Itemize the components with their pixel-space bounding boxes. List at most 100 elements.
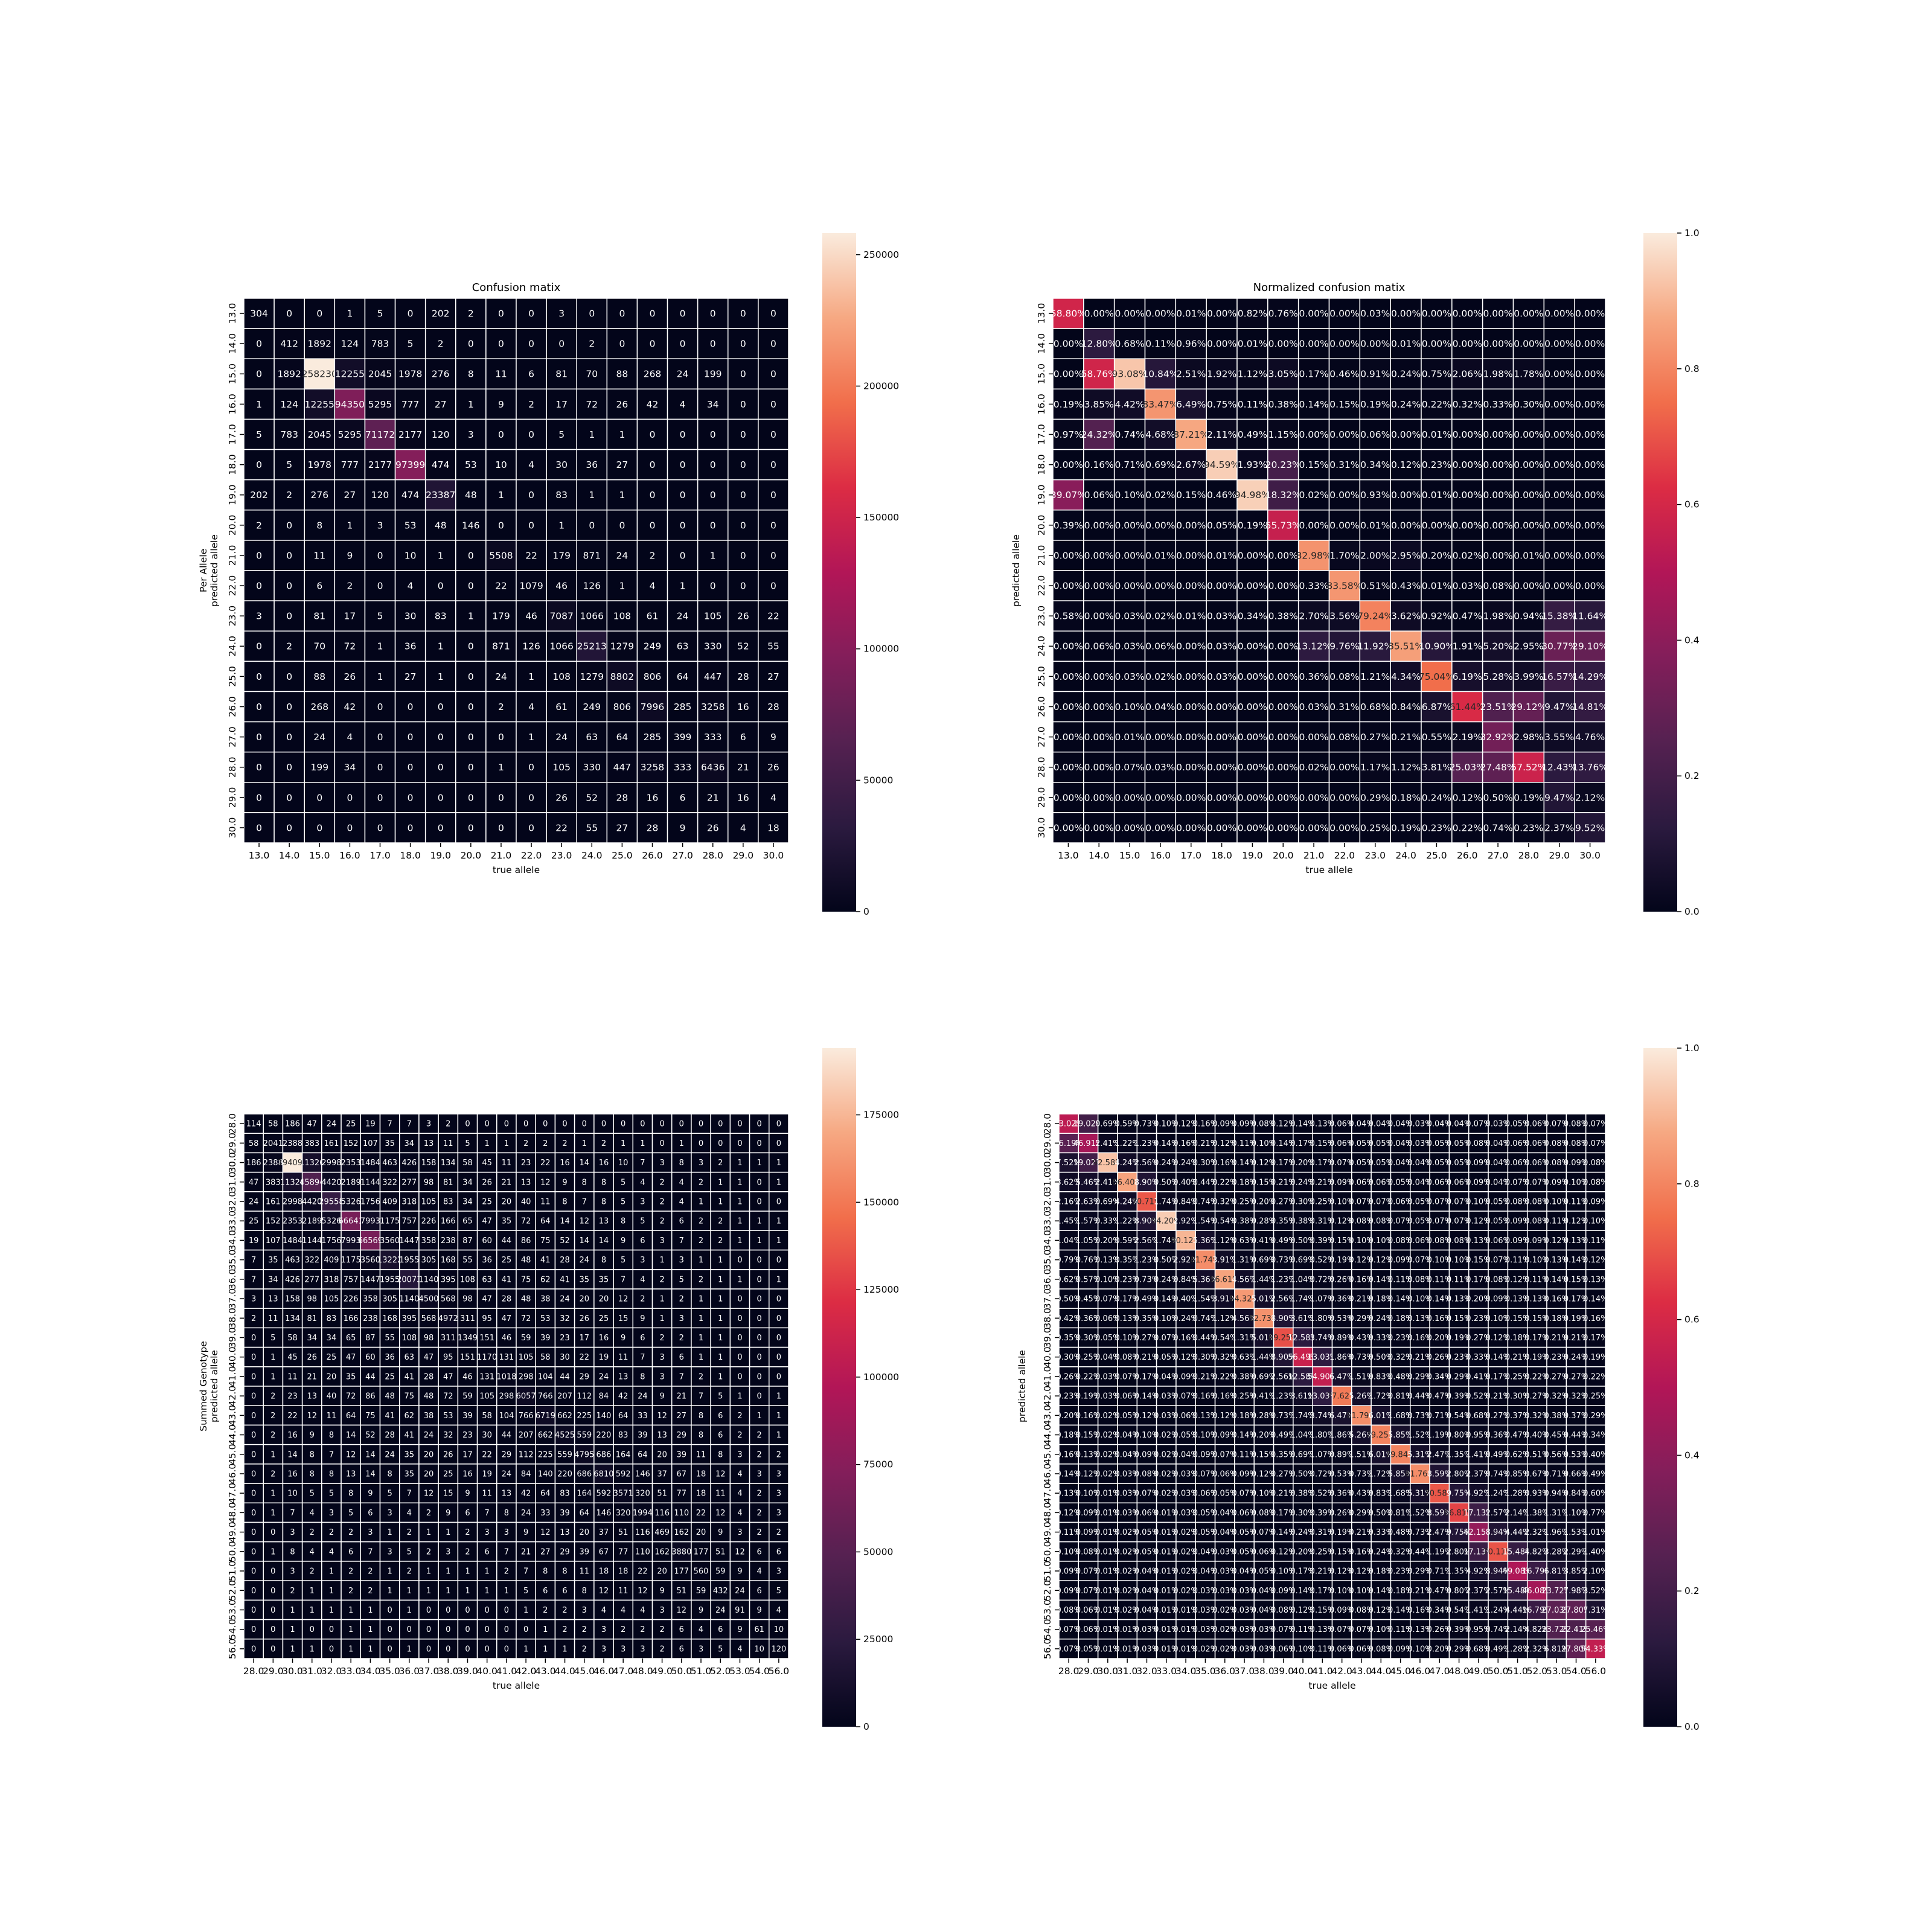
cell-label: 226 — [344, 1295, 359, 1304]
cell-label: 0 — [256, 762, 262, 773]
cell-label: 1 — [310, 1606, 315, 1615]
cell-label: 27 — [767, 671, 779, 682]
cell-label: 560 — [694, 1567, 709, 1576]
cell-label: 0 — [377, 550, 383, 561]
cell-label: 0.20% — [1422, 550, 1451, 561]
cell-label: 0 — [680, 490, 686, 501]
cell-label: 0 — [757, 1178, 762, 1187]
cell-label: 2 — [757, 1528, 762, 1537]
cell-label: 20073 — [397, 1275, 421, 1284]
cell-label: 0.40% — [1583, 1450, 1608, 1459]
cell-label: 1 — [270, 1509, 275, 1518]
cell-label: 0.25% — [1360, 822, 1390, 833]
cell-label: 0 — [619, 520, 625, 531]
colorbar-tick-label: 0.4 — [1684, 635, 1700, 645]
cell-label: 4.76% — [1575, 732, 1605, 743]
cell-label: 2 — [468, 308, 474, 319]
heatmap-cell — [364, 661, 396, 693]
cell-label: 14 — [365, 1470, 376, 1479]
cell-label: 52 — [365, 1431, 376, 1440]
cell-label: 0 — [251, 1645, 256, 1654]
cell-label: 1140 — [399, 1295, 419, 1304]
cell-label: 0.00% — [1176, 792, 1206, 803]
cell-label: 0 — [650, 308, 656, 319]
cell-label: 98 — [424, 1334, 434, 1343]
cell-label: 0 — [446, 1625, 450, 1634]
cell-label: 0.00% — [1145, 520, 1175, 531]
cell-label: 0.03% — [1299, 702, 1328, 712]
cell-label: 1484 — [283, 1236, 302, 1246]
cell-label: 0 — [485, 1606, 490, 1615]
cell-label: 1 — [446, 1567, 450, 1576]
cell-label: 2 — [368, 1567, 373, 1576]
cell-label: 1 — [438, 550, 444, 561]
cell-label: 34 — [344, 762, 356, 773]
cell-label: 1 — [776, 1275, 781, 1284]
x-tick-label: 15.0 — [309, 850, 330, 861]
y-tick-label: 43.0 — [1042, 1405, 1053, 1426]
x-tick-label: 28.0 — [1058, 1666, 1080, 1677]
cell-label: 2 — [757, 1509, 762, 1518]
cell-label: 120 — [771, 1645, 786, 1654]
heatmap-cell — [364, 388, 396, 420]
heatmap-cell — [455, 479, 487, 511]
cell-label: 0 — [408, 732, 414, 743]
cell-label: 0 — [251, 1509, 256, 1518]
cell-label: 432 — [713, 1587, 728, 1596]
cell-label: 164 — [577, 1489, 592, 1499]
y-tick-label: 20.0 — [227, 515, 238, 536]
cell-label: 3560 — [380, 1236, 400, 1246]
cell-label: 0 — [251, 1372, 256, 1381]
cell-label: 12 — [677, 1606, 687, 1615]
x-tick-label: 19.0 — [430, 850, 451, 861]
y-tick-label: 26.0 — [227, 696, 238, 717]
cell-label: 87.21% — [1173, 429, 1209, 440]
heatmap-cell — [758, 510, 789, 541]
heatmap-cell — [667, 388, 699, 420]
cell-label: 0 — [650, 459, 656, 470]
heatmap-cell — [273, 691, 305, 723]
cell-label: 399 — [674, 732, 692, 743]
y-tick-label: 44.0 — [227, 1424, 238, 1445]
cell-label: 0 — [256, 369, 262, 380]
cell-label: 8 — [699, 1431, 703, 1440]
cell-label: 140 — [597, 1412, 612, 1421]
cell-label: 3 — [679, 1314, 684, 1323]
cell-label: 0.00% — [1483, 490, 1512, 501]
cell-label: 0 — [251, 1431, 256, 1440]
cell-label: 13.76% — [1572, 762, 1608, 773]
cell-label: 5 — [621, 1178, 625, 1187]
cell-label: 1 — [498, 490, 504, 501]
heatmap-cell — [576, 540, 608, 571]
cell-label: 58 — [482, 1412, 492, 1421]
cell-label: 0 — [737, 1256, 742, 1265]
cell-label: 124 — [341, 339, 359, 350]
cell-label: 0.07% — [1115, 762, 1144, 773]
y-tick-label: 28.0 — [1036, 756, 1047, 778]
heatmap-cell — [697, 418, 729, 450]
heatmap-cell — [546, 328, 577, 359]
heatmap-cell — [667, 449, 699, 481]
cell-label: 0 — [737, 1139, 742, 1148]
cell-label: 20.23% — [1265, 459, 1301, 470]
x-tick-label: 18.0 — [400, 850, 421, 861]
x-tick-label: 51.0 — [691, 1666, 712, 1677]
cell-label: 1 — [718, 1256, 723, 1265]
cell-label: 5 — [408, 339, 414, 350]
cell-label: 24 — [616, 550, 629, 561]
cell-label: 51 — [657, 1489, 667, 1499]
cell-label: 8 — [387, 1470, 392, 1479]
y-tick-label: 15.0 — [227, 363, 238, 385]
heatmap-cell — [485, 600, 517, 632]
heatmap-cell — [636, 661, 668, 693]
cell-label: 0.08% — [1583, 1178, 1608, 1187]
cell-label: 0 — [251, 1450, 256, 1459]
cell-label: 1 — [485, 1139, 490, 1148]
cell-label: 0.00% — [1084, 520, 1114, 531]
cell-label: 2.37% — [1544, 822, 1574, 833]
cell-label: 0.29% — [1360, 792, 1390, 803]
cell-label: 4500 — [418, 1295, 438, 1304]
cell-label: 24 — [313, 732, 325, 743]
cell-label: 18 — [618, 1567, 629, 1576]
cell-label: 1 — [348, 1606, 353, 1615]
